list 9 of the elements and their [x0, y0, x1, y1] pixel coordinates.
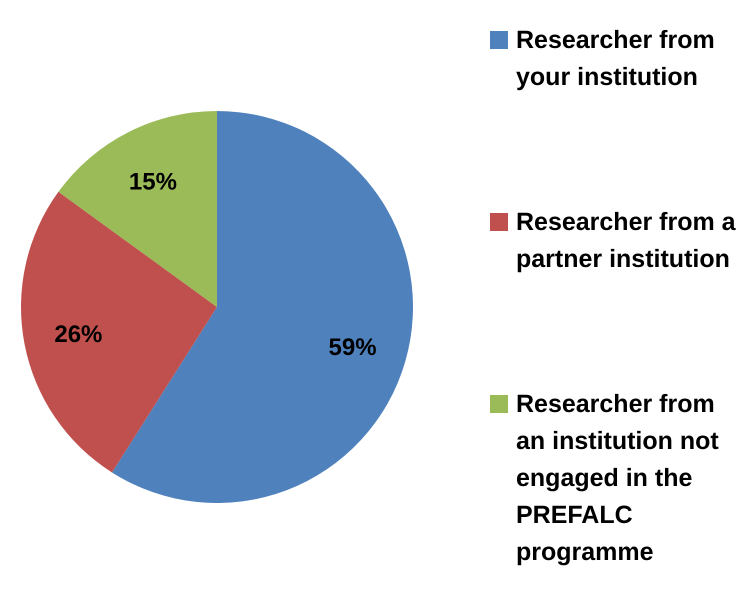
- legend-label: Researcher from an institution not engaged in the PREFALC programme: [516, 390, 720, 566]
- pie-slice: [58, 111, 217, 307]
- data-label: 26%: [54, 320, 102, 348]
- data-label: 15%: [128, 168, 177, 196]
- data-label: 59%: [328, 334, 377, 361]
- pie-slice: [21, 192, 217, 472]
- legend-label: Researcher from your institution: [516, 26, 715, 91]
- legend-label: Researcher from a partner institution: [516, 208, 737, 273]
- pie-slice: [112, 111, 413, 503]
